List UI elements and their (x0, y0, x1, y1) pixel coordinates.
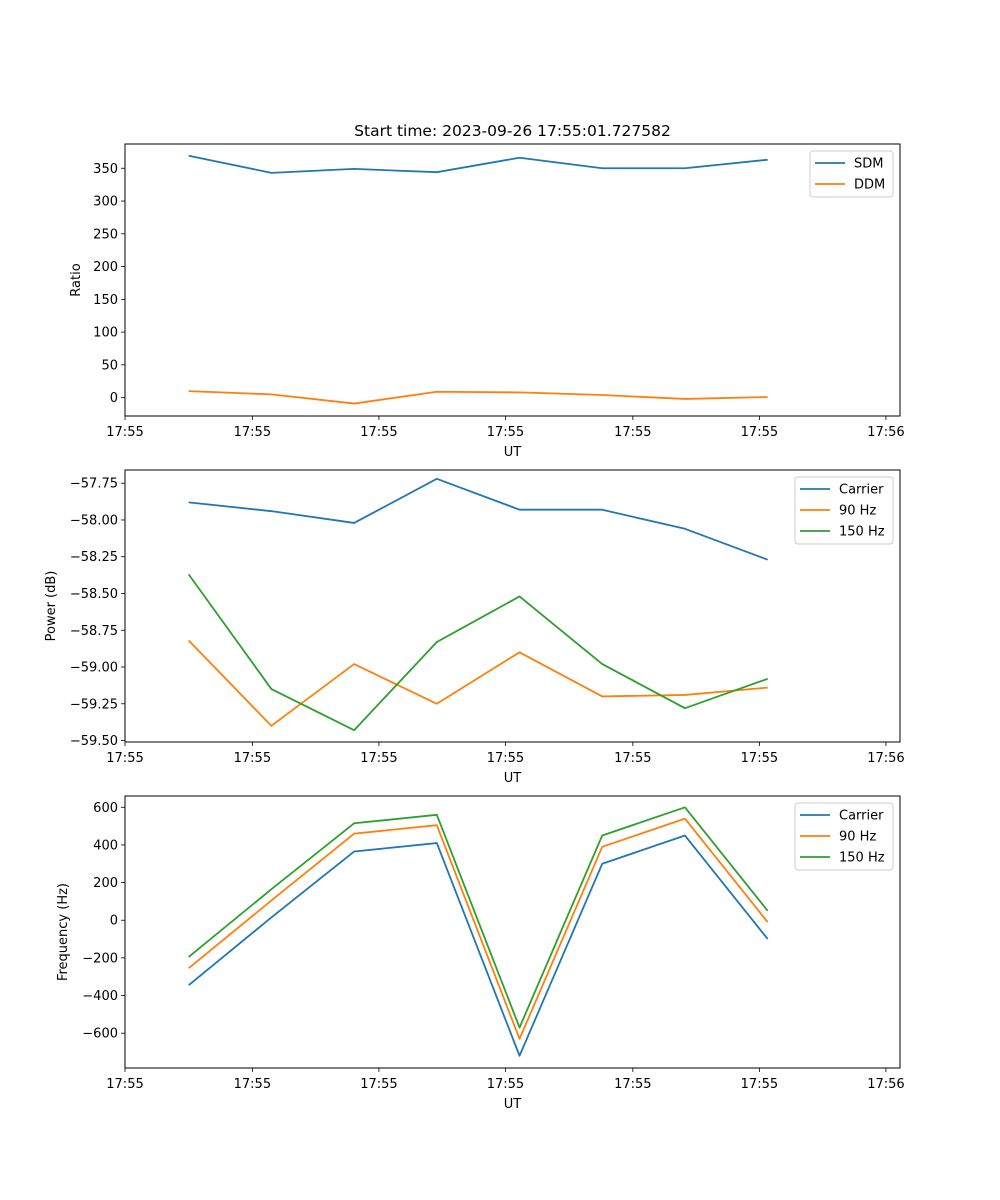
x-axis-label: UT (504, 1097, 522, 1112)
x-tick-label: 17:55 (487, 425, 524, 440)
series-line-150-hz (188, 806, 769, 1029)
x-tick-label: 17:55 (741, 1077, 778, 1092)
legend: Carrier 90 Hz 150 Hz (794, 476, 894, 545)
legend-label: Carrier (839, 483, 884, 498)
y-tick-label: 100 (93, 326, 118, 341)
legend-label: 90 Hz (839, 830, 876, 845)
y-tick-label: 150 (93, 293, 118, 308)
y-tick-label: 200 (93, 260, 118, 275)
y-tick-label: −59.00 (70, 661, 118, 676)
series-line-sdm (188, 154, 768, 174)
plot-frame (124, 469, 901, 743)
x-tick-label: 17:55 (106, 1077, 143, 1092)
y-tick-label: −600 (82, 1027, 118, 1042)
y-tick-label: −59.50 (70, 734, 118, 749)
legend-label: Carrier (839, 809, 884, 824)
plot-frame (124, 143, 901, 417)
y-tick-label: −57.75 (70, 477, 118, 492)
y-tick-label: 0 (110, 914, 118, 929)
x-tick-label: 17:55 (487, 751, 524, 766)
x-tick-label: 17:55 (614, 751, 651, 766)
x-tick-label: 17:55 (614, 1077, 651, 1092)
y-tick-label: −58.75 (70, 624, 118, 639)
x-tick-label: 17:55 (360, 1077, 397, 1092)
y-tick-label: −58.00 (70, 513, 118, 528)
chart-title: Start time: 2023-09-26 17:55:01.727582 (354, 122, 671, 140)
y-tick-label: 300 (93, 195, 118, 210)
legend-label: 90 Hz (839, 504, 876, 519)
x-tick-label: 17:55 (234, 1077, 271, 1092)
legend-label: DDM (854, 178, 885, 193)
ratio-panel: Start time: 2023-09-26 17:55:01.727582 1… (69, 122, 905, 460)
y-axis-label: Frequency (Hz) (56, 883, 71, 981)
plot-frame (124, 795, 901, 1069)
x-tick-label: 17:55 (234, 425, 271, 440)
series-line-90-hz (188, 817, 769, 1040)
x-tick-label: 17:56 (867, 751, 904, 766)
series-line-90-hz (188, 639, 768, 727)
x-tick-label: 17:55 (741, 751, 778, 766)
legend-label: 150 Hz (839, 851, 885, 866)
x-tick-label: 17:55 (106, 751, 143, 766)
x-tick-label: 17:55 (487, 1077, 524, 1092)
x-tick-label: 17:55 (360, 751, 397, 766)
y-tick-label: 350 (93, 162, 118, 177)
x-tick-label: 17:55 (741, 425, 778, 440)
series-line-ddm (188, 390, 768, 405)
y-tick-label: 50 (101, 358, 118, 373)
x-tick-label: 17:55 (360, 425, 397, 440)
y-tick-label: −58.25 (70, 550, 118, 565)
legend-box (794, 802, 894, 871)
y-tick-label: 250 (93, 227, 118, 242)
y-axis-label: Power (dB) (44, 571, 59, 642)
legend-box (794, 476, 894, 545)
y-tick-label: −58.50 (70, 587, 118, 602)
series-line-150-hz (187, 573, 768, 732)
series-line-carrier (188, 834, 769, 1057)
legend-label: SDM (854, 157, 883, 172)
legend-label: 150 Hz (839, 525, 885, 540)
frequency-panel: 17:55 17:55 17:55 17:55 17:55 17:55 17:56 −600 −… (56, 795, 905, 1112)
legend: SDM DDM (809, 150, 894, 198)
y-tick-label: −59.25 (70, 697, 118, 712)
y-tick-label: −400 (82, 989, 118, 1004)
x-axis-label: UT (504, 445, 522, 460)
series-line-carrier (188, 477, 768, 561)
x-tick-label: 17:56 (867, 425, 904, 440)
x-axis-label: UT (504, 771, 522, 786)
y-tick-label: −200 (82, 951, 118, 966)
y-tick-label: 400 (93, 838, 118, 853)
y-tick-label: 600 (93, 801, 118, 816)
x-tick-label: 17:55 (106, 425, 143, 440)
y-tick-label: 200 (93, 876, 118, 891)
power-panel: 17:55 17:55 17:55 17:55 17:55 17:55 17:56 −59.5… (44, 469, 905, 786)
legend: Carrier 90 Hz 150 Hz (794, 802, 894, 871)
x-tick-label: 17:55 (234, 751, 271, 766)
y-axis-label: Ratio (69, 263, 84, 296)
x-tick-label: 17:56 (867, 1077, 904, 1092)
y-tick-label: 0 (110, 391, 118, 406)
x-tick-label: 17:55 (614, 425, 651, 440)
